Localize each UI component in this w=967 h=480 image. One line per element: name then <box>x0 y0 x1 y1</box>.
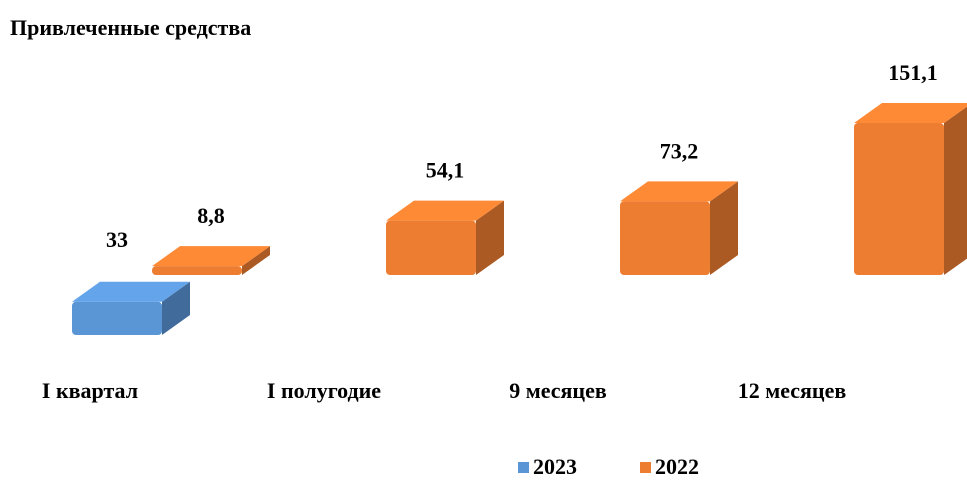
chart-title: Привлеченные средства <box>10 15 251 40</box>
bar-side <box>710 181 738 275</box>
bar-side <box>162 281 190 335</box>
bar <box>152 246 270 275</box>
bar-top <box>620 181 738 202</box>
legend-swatch <box>640 462 651 473</box>
bar <box>386 200 504 275</box>
data-label: 8,8 <box>197 203 225 228</box>
bar-top <box>72 281 190 302</box>
data-label: 54,1 <box>426 158 465 183</box>
bar-front <box>72 301 162 335</box>
bar-front <box>152 266 242 275</box>
legend-label: 2023 <box>533 454 577 479</box>
x-tick-label: I полугодие <box>267 378 381 403</box>
bar-top <box>386 200 504 221</box>
bar-side <box>242 246 270 275</box>
legend-swatch <box>518 462 529 473</box>
data-label: 73,2 <box>660 138 699 163</box>
bar-side <box>476 200 504 275</box>
bar <box>72 281 190 335</box>
bar <box>854 103 967 275</box>
x-tick-label: I квартал <box>42 378 138 403</box>
data-label: 151,1 <box>888 60 938 85</box>
bar-front <box>386 220 476 275</box>
bar <box>620 181 738 275</box>
bar-top <box>854 103 967 123</box>
legend-label: 2022 <box>655 454 699 479</box>
bar-top <box>152 246 270 267</box>
x-tick-label: 12 месяцев <box>738 378 847 403</box>
bar-front <box>620 201 710 275</box>
data-label: 33 <box>106 227 128 252</box>
bar-front <box>854 123 944 275</box>
bar-side <box>944 106 967 275</box>
x-tick-label: 9 месяцев <box>509 378 607 403</box>
